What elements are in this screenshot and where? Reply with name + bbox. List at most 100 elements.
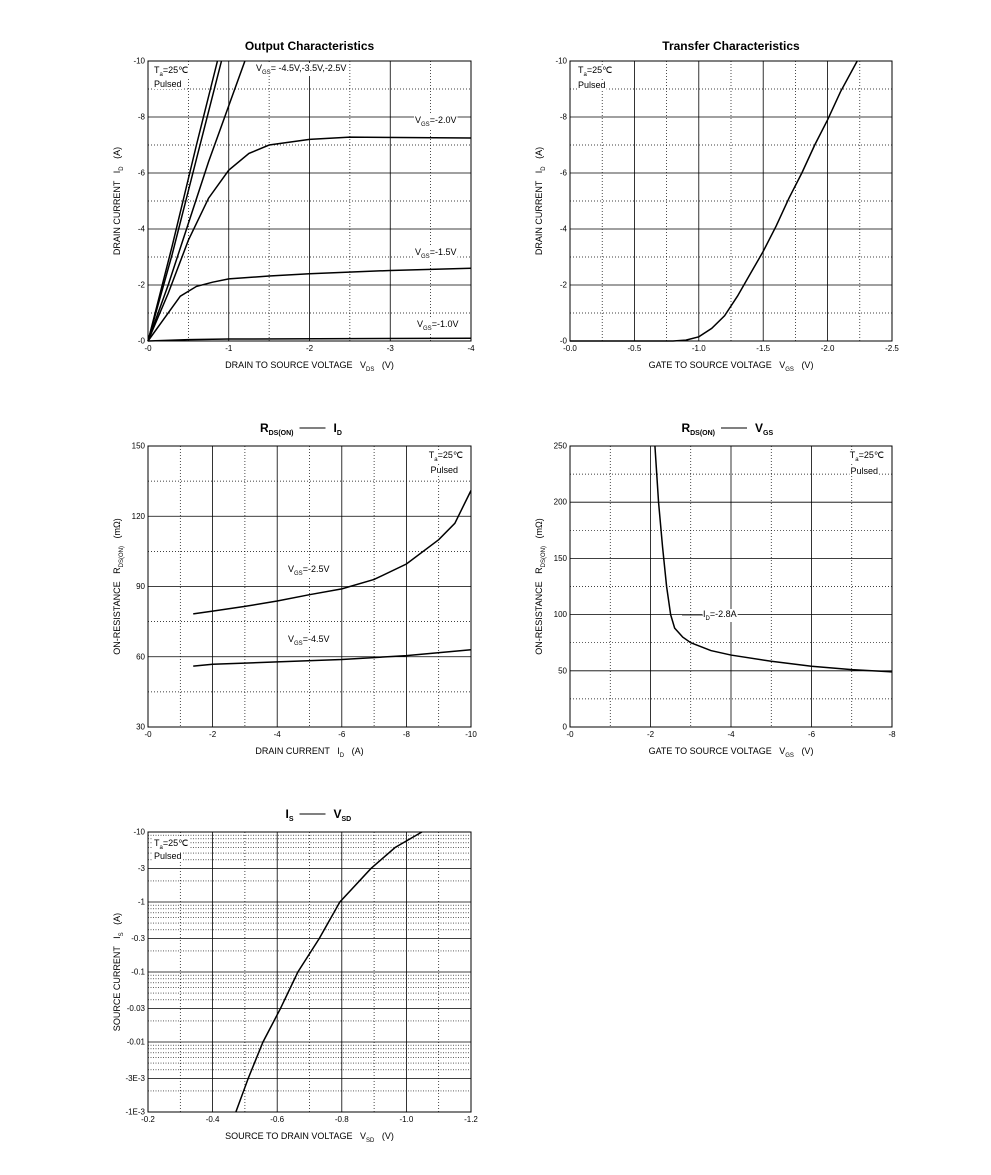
text-part: SOURCE TO DRAIN VOLTAGE V <box>225 1131 366 1141</box>
subscript: a <box>584 72 588 78</box>
x-tick-label: -2 <box>647 730 655 739</box>
subscript: a <box>434 457 438 463</box>
text-part: Transfer Characteristics <box>662 39 800 53</box>
text-part: =-2.5V <box>303 564 330 574</box>
y-tick-label: -8 <box>138 113 146 122</box>
y-tick-label: -0 <box>560 337 568 346</box>
y-axis-label: DRAIN CURRENT ID (A) <box>534 147 547 255</box>
curve <box>147 60 246 342</box>
subscript: SD <box>366 1138 375 1144</box>
x-tick-label: -2 <box>209 730 217 739</box>
annotation-background <box>848 450 885 463</box>
curve <box>147 60 219 342</box>
subscript: GS <box>421 122 430 128</box>
text-part: DRAIN CURRENT I <box>255 746 339 756</box>
text-part: (V) <box>374 1131 394 1141</box>
chart-title: ID <box>334 421 342 437</box>
x-tick-label: -2 <box>306 344 314 353</box>
y-tick-label: -1 <box>138 898 146 907</box>
y-axis-label: ON-RESISTANCE RDS(ON) (mΩ) <box>112 518 125 654</box>
chart-title: Output Characteristics <box>245 39 375 53</box>
annotation-background <box>414 247 458 260</box>
subscript: DS(ON) <box>119 546 125 567</box>
annotation: Pulsed <box>850 466 878 476</box>
y-axis-label: ON-RESISTANCE RDS(ON) (mΩ) <box>534 518 547 654</box>
chart-title: Transfer Characteristics <box>662 39 800 53</box>
subscript: GS <box>421 254 430 260</box>
plot-frame <box>147 831 472 1113</box>
text-part: V <box>415 115 421 125</box>
chart: -0 -1 -2 -3 -4 -0 -2 -4 -6 -8 -10 <box>133 57 475 354</box>
subscript: GS <box>785 753 794 759</box>
text-part: ON-RESISTANCE R <box>534 567 544 655</box>
chart-title: RDS(ON) <box>681 421 715 437</box>
text-part: =-1.5V <box>430 247 457 257</box>
text-part: V <box>256 63 262 73</box>
text-part: ON-RESISTANCE R <box>112 567 122 655</box>
text-part: =25℃ <box>438 450 463 460</box>
y-tick-label: -2 <box>560 281 568 290</box>
x-tick-label: -1.5 <box>756 344 770 353</box>
chart: -0 -2 -4 -6 -8 0 50 100 150 200 250 <box>554 442 896 740</box>
y-tick-label: 150 <box>554 554 568 563</box>
text-part: (V) <box>794 360 814 370</box>
subscript: GS <box>294 571 303 577</box>
plot-frame <box>147 60 472 342</box>
y-tick-label: -0.3 <box>131 934 145 943</box>
chart-title: VSD <box>334 807 352 823</box>
y-tick-label: 100 <box>554 610 568 619</box>
text-part: = -4.5V,-3.5V,-2.5V <box>271 63 347 73</box>
text-part: (A) <box>534 147 544 167</box>
annotation-background <box>414 115 458 128</box>
subscript: DS(ON) <box>690 430 715 437</box>
y-tick-label: -3E-3 <box>125 1074 145 1083</box>
text-part: =25℃ <box>859 450 884 460</box>
annotation-background <box>577 80 607 90</box>
y-tick-label: 0 <box>563 723 568 732</box>
text-part: =25℃ <box>587 65 612 75</box>
x-tick-label: -0 <box>144 730 152 739</box>
subscript: GS <box>294 641 303 647</box>
x-tick-label: -0.4 <box>206 1115 220 1124</box>
annotation: ID=-2.8A <box>703 609 737 622</box>
subscript: GS <box>423 326 432 332</box>
text-part: V <box>334 807 342 821</box>
subscript: S <box>119 932 125 936</box>
text-part: (mΩ) <box>534 518 544 546</box>
text-part: V <box>288 634 294 644</box>
x-tick-label: -0 <box>144 344 152 353</box>
chart: -0.2 -0.4 -0.6 -0.8 -1.0 -1.2 -10 -3 -1 -0.3 -0.1 -… <box>125 828 478 1125</box>
x-tick-label: -1.0 <box>400 1115 414 1124</box>
curve <box>570 60 858 342</box>
annotation-background <box>849 466 879 476</box>
text-part: V <box>417 319 423 329</box>
text-part: SOURCE CURRENT I <box>112 936 122 1031</box>
text-part: Pulsed <box>154 79 182 89</box>
chart-title: VGS <box>755 421 773 437</box>
text-part: R <box>260 421 269 435</box>
annotation: VGS=-1.5V <box>415 247 456 260</box>
x-tick-label: -1 <box>225 344 233 353</box>
annotation-background <box>287 564 331 577</box>
subscript: a <box>160 845 164 851</box>
annotation: Pulsed <box>154 851 182 861</box>
curve <box>147 267 472 342</box>
text-part: (A) <box>344 746 364 756</box>
curve <box>147 60 223 342</box>
annotation: VGS=-1.0V <box>417 319 458 332</box>
text-part: GATE TO SOURCE VOLTAGE V <box>649 360 786 370</box>
annotation-background <box>255 63 348 76</box>
text-part: V <box>288 564 294 574</box>
plot-frame <box>147 445 472 728</box>
x-tick-label: -4 <box>727 730 735 739</box>
annotation-background <box>153 79 183 89</box>
y-tick-label: 30 <box>136 723 145 732</box>
text-part: (mΩ) <box>112 518 122 546</box>
text-part: DRAIN CURRENT I <box>534 171 544 255</box>
text-part: V <box>755 421 763 435</box>
subscript: D <box>119 166 125 171</box>
annotation: Ta=25℃ <box>850 450 884 463</box>
annotation-background <box>427 450 464 463</box>
y-tick-label: -6 <box>138 169 146 178</box>
text-part: =25℃ <box>163 65 188 75</box>
